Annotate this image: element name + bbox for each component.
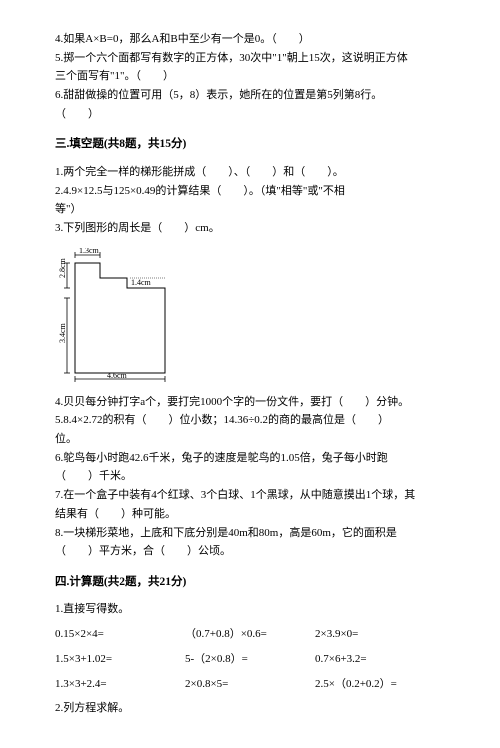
s3-question-6-line1: 6.鸵鸟每小时跑42.6千米，兔子的速度是鸵鸟的1.05倍，兔子每小时跑 [55, 449, 445, 468]
section-4-title: 四.计算题(共2题，共21分) [55, 573, 445, 593]
calc-cell: 1.5×3+1.02= [55, 650, 185, 669]
calc-cell: 2×3.9×0= [315, 625, 445, 644]
calc-cell: 2×0.8×5= [185, 675, 315, 694]
s3-question-8-line2: （ ）平方米，合（ ）公顷。 [55, 542, 445, 561]
question-6-line1: 6.甜甜做操的位置可用（5，8）表示，她所在的位置是第5列第8行。 [55, 86, 445, 105]
label-left-lower: 3.4cm [58, 322, 67, 343]
calc-row-2: 1.5×3+1.02= 5-（2×0.8）= 0.7×6+3.2= [55, 650, 445, 669]
s3-question-7-line1: 7.在一个盒子中装有4个红球、3个白球、1个黑球，从中随意摸出1个球，其 [55, 486, 445, 505]
s3-question-1: 1.两个完全一样的梯形能拼成（ ）、（ ）和（ ）。 [55, 163, 445, 182]
s3-question-6-line2: （ ）千米。 [55, 467, 445, 486]
s3-question-3: 3.下列图形的周长是（ ）cm。 [55, 219, 445, 238]
question-5-line1: 5.掷一个六个面都写有数字的正方体，30次中"1"朝上15次，这说明正方体 [55, 49, 445, 68]
calc-cell: 2.5×（0.2+0.2）= [315, 675, 445, 694]
calc-cell: 0.15×2×4= [55, 625, 185, 644]
s4-question-2: 2.列方程求解。 [55, 699, 445, 718]
s3-question-2-line1: 2.4.9×12.5与125×0.49的计算结果（ ）。（填"相等"或"不相 [55, 182, 445, 201]
question-5-line2: 三个面写有"1"。（ ） [55, 67, 445, 86]
s3-question-5-line2: 位。 [55, 430, 445, 449]
calc-cell: 1.3×3+2.4= [55, 675, 185, 694]
s3-question-5-line1: 5.8.4×2.72的积有（ ）位小数；14.36÷0.2的商的最高位是（ ） [55, 411, 445, 430]
s3-question-8-line1: 8.一块梯形菜地，上底和下底分别是40m和80m，高是60m，它的面积是 [55, 524, 445, 543]
label-right-notch: 1.4cm [131, 278, 152, 287]
s4-question-1: 1.直接写得数。 [55, 600, 445, 619]
calc-cell: 5-（2×0.8）= [185, 650, 315, 669]
label-left-upper: 2.8cm [58, 257, 67, 278]
s3-question-4: 4.贝贝每分钟打字a个，要打完1000个字的一份文件，要打（ ）分钟。 [55, 393, 445, 412]
calc-row-3: 1.3×3+2.4= 2×0.8×5= 2.5×（0.2+0.2）= [55, 675, 445, 694]
calc-cell: （0.7+0.8）×0.6= [185, 625, 315, 644]
s3-question-2-line2: 等"） [55, 200, 445, 219]
perimeter-figure: 1.3cm 1.4cm 2.8cm 3.4cm 4.6cm [55, 248, 445, 383]
label-top: 1.3cm [79, 248, 100, 255]
section-3-title: 三.填空题(共8题，共15分) [55, 135, 445, 155]
s3-question-7-line2: 结果有（ ）种可能。 [55, 505, 445, 524]
label-bottom: 4.6cm [107, 371, 128, 380]
calc-cell: 0.7×6+3.2= [315, 650, 445, 669]
question-4: 4.如果A×B=0，那么A和B中至少有一个是0。（ ） [55, 30, 445, 49]
question-6-line2: （ ） [55, 105, 445, 124]
calc-row-1: 0.15×2×4= （0.7+0.8）×0.6= 2×3.9×0= [55, 625, 445, 644]
